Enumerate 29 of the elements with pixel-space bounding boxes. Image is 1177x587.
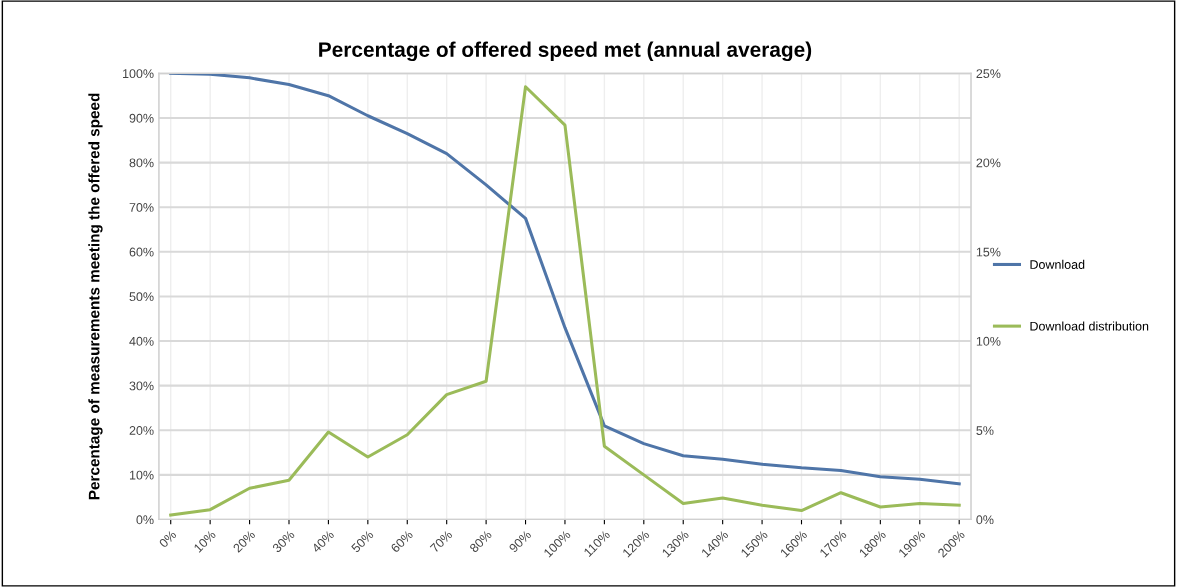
y-tick-label: 30% — [129, 381, 154, 391]
x-tick-label: 30% — [271, 529, 296, 554]
x-tick-label: 90% — [508, 529, 532, 553]
y-tick-label: 80% — [129, 158, 154, 168]
x-tick-label: 40% — [311, 529, 335, 554]
y2-tick-label: 25% — [976, 69, 1001, 79]
y-tick-label: 100% — [123, 69, 154, 79]
x-tick-label: 0% — [158, 529, 177, 549]
y-tick-label: 20% — [129, 426, 154, 435]
y-axis-title: Percentage of measurements meeting the offered speed — [88, 93, 103, 500]
chart-title: Percentage of offered speed met (annual average) — [319, 41, 812, 62]
legend-label: Download distribution — [1030, 321, 1149, 331]
y-tick-label: 10% — [129, 470, 154, 480]
y-tick-label: 60% — [129, 247, 154, 257]
x-tick-label: 80% — [469, 529, 493, 554]
y2-tick-label: 20% — [976, 158, 1001, 168]
y2-tick-label: 0% — [976, 515, 994, 525]
y-tick-label: 50% — [129, 292, 154, 302]
y2-tick-label: 10% — [976, 336, 1001, 346]
y-tick-label: 90% — [129, 113, 154, 123]
x-tick-label: 70% — [429, 529, 453, 553]
y2-tick-label: 15% — [976, 247, 1001, 257]
x-tick-label: 60% — [390, 529, 414, 553]
y2-tick-label: 5% — [976, 426, 994, 435]
y-tick-label: 70% — [129, 203, 154, 212]
legend-label: Download — [1030, 259, 1085, 269]
y-tick-label: 40% — [129, 336, 154, 346]
x-tick-label: 50% — [350, 529, 375, 554]
y-tick-label: 0% — [136, 515, 154, 525]
